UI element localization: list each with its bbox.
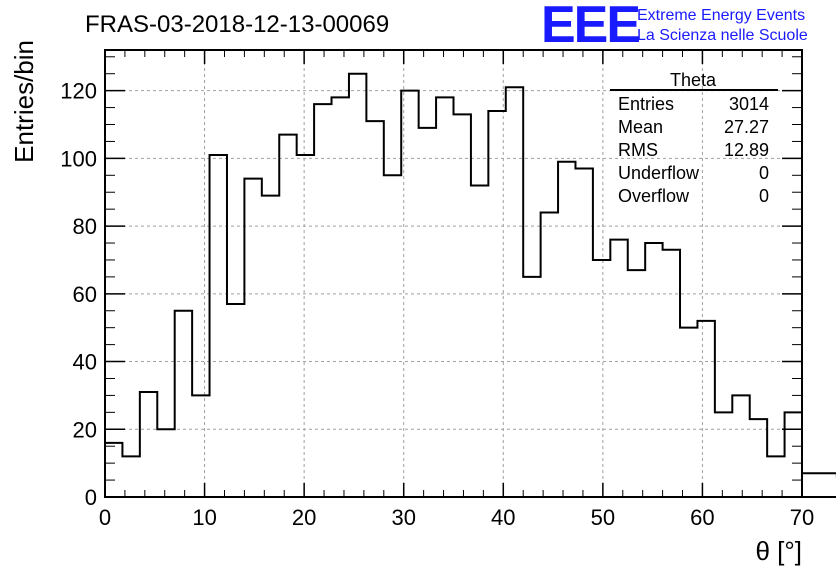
- x-tick-label: 70: [790, 505, 814, 530]
- x-tick-label: 10: [192, 505, 216, 530]
- x-tick-label: 50: [591, 505, 615, 530]
- logo-line-2: La Scienza nelle Scuole: [637, 27, 808, 44]
- y-axis-title: Entries/bin: [9, 40, 39, 163]
- x-axis-title: θ [°]: [755, 536, 802, 566]
- stats-rms-value: 12.89: [724, 140, 769, 160]
- stats-entries-value: 3014: [729, 94, 769, 114]
- eee-logo: EEE Extreme Energy Events La Scienza nel…: [541, 0, 808, 54]
- histogram-series-line: [104, 72, 836, 498]
- x-tick-label: 20: [292, 505, 316, 530]
- y-tick-label: 60: [73, 282, 97, 307]
- stats-overflow-label: Overflow: [618, 186, 690, 206]
- stats-box: Theta Entries 3014 Mean 27.27 RMS 12.89 …: [610, 70, 778, 206]
- logo-text: EEE: [541, 0, 639, 54]
- x-tick-label: 40: [491, 505, 515, 530]
- y-tick-label: 120: [60, 79, 97, 104]
- x-tick-label: 60: [690, 505, 714, 530]
- stats-entries-label: Entries: [618, 94, 674, 114]
- stats-mean-label: Mean: [618, 117, 663, 137]
- logo-line-1: Extreme Energy Events: [637, 7, 805, 24]
- stats-title: Theta: [670, 70, 717, 90]
- x-tick-label: 30: [391, 505, 415, 530]
- stats-underflow-value: 0: [759, 163, 769, 183]
- y-tick-label: 100: [60, 146, 97, 171]
- plot-frame: [104, 49, 803, 498]
- y-tick-label: 20: [73, 417, 97, 442]
- grid: [105, 50, 802, 497]
- stats-mean-value: 27.27: [724, 117, 769, 137]
- x-tick-labels: 0 10 20 30 40 50 60 70: [99, 505, 814, 530]
- y-tick-label: 40: [73, 350, 97, 375]
- stats-underflow-label: Underflow: [618, 163, 700, 183]
- x-tick-label: 0: [99, 505, 111, 530]
- stats-rms-label: RMS: [618, 140, 658, 160]
- y-tick-label: 80: [73, 214, 97, 239]
- y-tick-label: 0: [85, 485, 97, 510]
- y-tick-labels: 0 20 40 60 80 100 120: [60, 79, 97, 510]
- run-title: FRAS-03-2018-12-13-00069: [85, 11, 389, 38]
- stats-overflow-value: 0: [759, 186, 769, 206]
